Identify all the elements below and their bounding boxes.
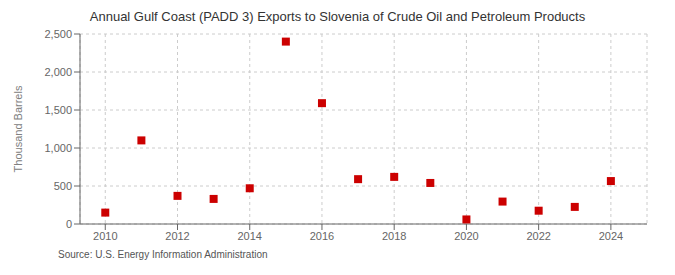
svg-text:1,500: 1,500: [44, 104, 72, 116]
svg-text:0: 0: [66, 218, 72, 230]
svg-text:2014: 2014: [237, 230, 261, 242]
svg-text:2,000: 2,000: [44, 66, 72, 78]
svg-text:1,000: 1,000: [44, 142, 72, 154]
svg-text:2012: 2012: [165, 230, 189, 242]
svg-text:2022: 2022: [526, 230, 550, 242]
svg-text:Thousand Barrels: Thousand Barrels: [12, 85, 24, 172]
svg-text:500: 500: [54, 180, 72, 192]
svg-text:2016: 2016: [310, 230, 334, 242]
svg-text:2020: 2020: [454, 230, 478, 242]
html-text:Annual Gulf Coast (PADD 3) Exp: Annual Gulf Coast (PADD 3) Exports to Sl…: [89, 9, 586, 24]
svg-text:2,500: 2,500: [44, 28, 72, 40]
svg-text:2010: 2010: [93, 230, 117, 242]
svg-text:2018: 2018: [382, 230, 406, 242]
svg-text:2024: 2024: [599, 230, 623, 242]
html-text:Source: U.S. Energy Informatio: Source: U.S. Energy Information Administ…: [58, 249, 268, 260]
